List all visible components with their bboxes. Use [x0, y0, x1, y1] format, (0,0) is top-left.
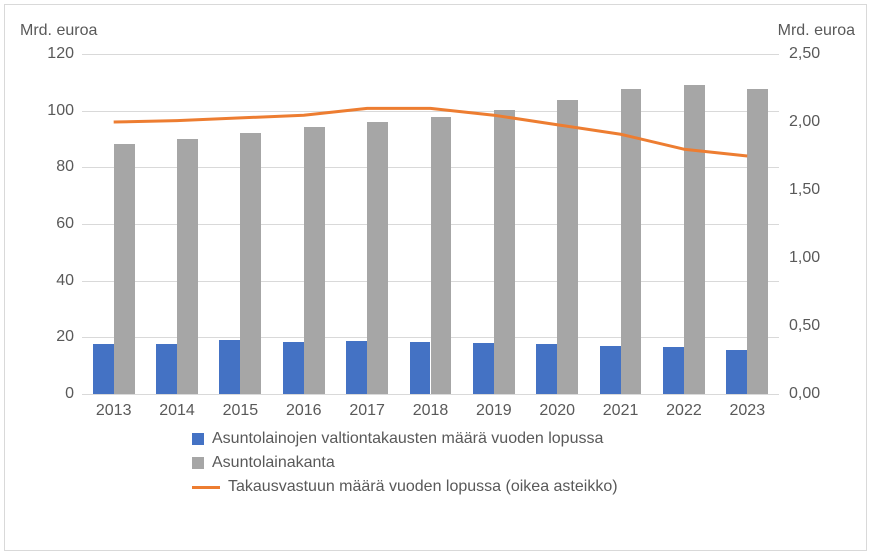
line-layer — [82, 54, 779, 394]
y-right-tick-label: 2,00 — [789, 113, 820, 131]
y-left-axis-title: Mrd. euroa — [20, 22, 97, 40]
x-tick-label: 2016 — [272, 402, 335, 420]
y-left-tick-label: 0 — [65, 385, 74, 403]
y-left-tick-label: 100 — [47, 102, 74, 120]
y-right-tick-label: 0,50 — [789, 317, 820, 335]
x-tick-label: 2021 — [589, 402, 652, 420]
x-tick-label: 2022 — [652, 402, 715, 420]
x-tick-label: 2013 — [82, 402, 145, 420]
y-right-tick-label: 1,00 — [789, 249, 820, 267]
y-left-tick-label: 80 — [56, 158, 74, 176]
legend-swatch — [192, 433, 204, 445]
y-right-tick-label: 1,50 — [789, 181, 820, 199]
gridline — [82, 394, 779, 395]
y-left-tick-label: 60 — [56, 215, 74, 233]
x-tick-label: 2014 — [145, 402, 208, 420]
chart-container: Mrd. euroa Mrd. euroa 0 20 40 60 80 100 120 0,00 0… — [0, 0, 871, 555]
legend-item: Asuntolainakanta — [192, 454, 618, 472]
legend-item: Takausvastuun määrä vuoden lopussa (oike… — [192, 478, 618, 496]
line-series — [114, 108, 748, 156]
legend-label: Takausvastuun määrä vuoden lopussa (oike… — [228, 478, 618, 496]
legend-label: Asuntolainakanta — [212, 454, 335, 472]
x-tick-label: 2023 — [716, 402, 779, 420]
x-tick-label: 2015 — [209, 402, 272, 420]
x-tick-label: 2017 — [335, 402, 398, 420]
x-tick-label: 2019 — [462, 402, 525, 420]
legend-swatch — [192, 457, 204, 469]
y-left-tick-label: 20 — [56, 328, 74, 346]
legend-item: Asuntolainojen valtiontakausten määrä vu… — [192, 430, 618, 448]
x-tick-label: 2020 — [526, 402, 589, 420]
y-right-axis-title: Mrd. euroa — [778, 22, 855, 40]
y-right-tick-label: 0,00 — [789, 385, 820, 403]
legend: Asuntolainojen valtiontakausten määrä vu… — [192, 430, 618, 502]
x-tick-label: 2018 — [399, 402, 462, 420]
y-left-tick-label: 40 — [56, 272, 74, 290]
legend-swatch — [192, 486, 220, 489]
legend-label: Asuntolainojen valtiontakausten määrä vu… — [212, 430, 603, 448]
y-left-tick-label: 120 — [47, 45, 74, 63]
y-right-tick-label: 2,50 — [789, 45, 820, 63]
plot-area — [82, 54, 779, 394]
